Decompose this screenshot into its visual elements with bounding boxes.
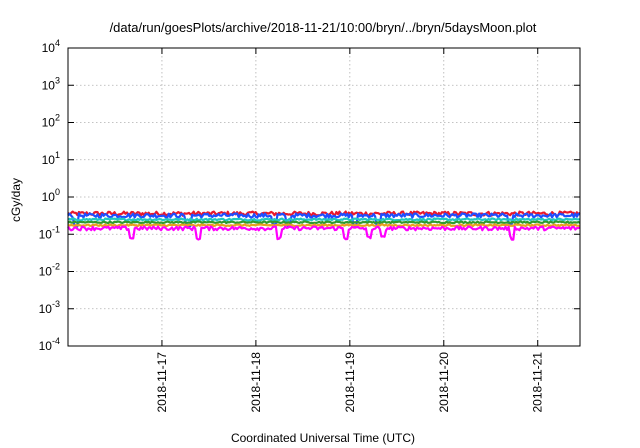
x-tick-label: 2018-11-17: [155, 352, 169, 413]
x-tick-label: 2018-11-21: [531, 352, 545, 413]
y-tick-label: 101: [42, 150, 60, 167]
x-axis-label: Coordinated Universal Time (UTC): [231, 431, 415, 445]
series-line-0: [67, 210, 581, 217]
y-tick-label: 104: [42, 38, 60, 55]
series-line-1: [67, 212, 581, 228]
series-line-4: [67, 223, 581, 228]
series-layer: [67, 210, 581, 241]
series-line-5: [67, 225, 581, 241]
grid-lines: [68, 48, 580, 346]
y-tick-label: 103: [42, 75, 60, 92]
y-tick-label: 10-2: [39, 262, 60, 279]
y-tick-label: 10-4: [39, 336, 60, 353]
x-tick-label: 2018-11-20: [437, 352, 451, 413]
y-axis-label: cGy/day: [9, 178, 23, 222]
y-tick-label: 102: [42, 113, 60, 130]
x-tick-label: 2018-11-19: [343, 352, 357, 413]
chart-title: /data/run/goesPlots/archive/2018-11-21/1…: [110, 20, 537, 35]
y-tick-label: 100: [42, 187, 60, 204]
x-tick-label: 2018-11-18: [249, 352, 263, 413]
series-line-2: [67, 217, 581, 222]
x-axis: 2018-11-17 2018-11-18 2018-11-19 2018-11-20…: [155, 48, 545, 413]
series-line-3: [67, 220, 581, 225]
y-axis: 10-4 10-3 10-2 10-1 100 101 102 103 104: [39, 38, 580, 353]
y-tick-label: 10-3: [39, 299, 60, 316]
y-tick-label: 10-1: [39, 224, 60, 241]
